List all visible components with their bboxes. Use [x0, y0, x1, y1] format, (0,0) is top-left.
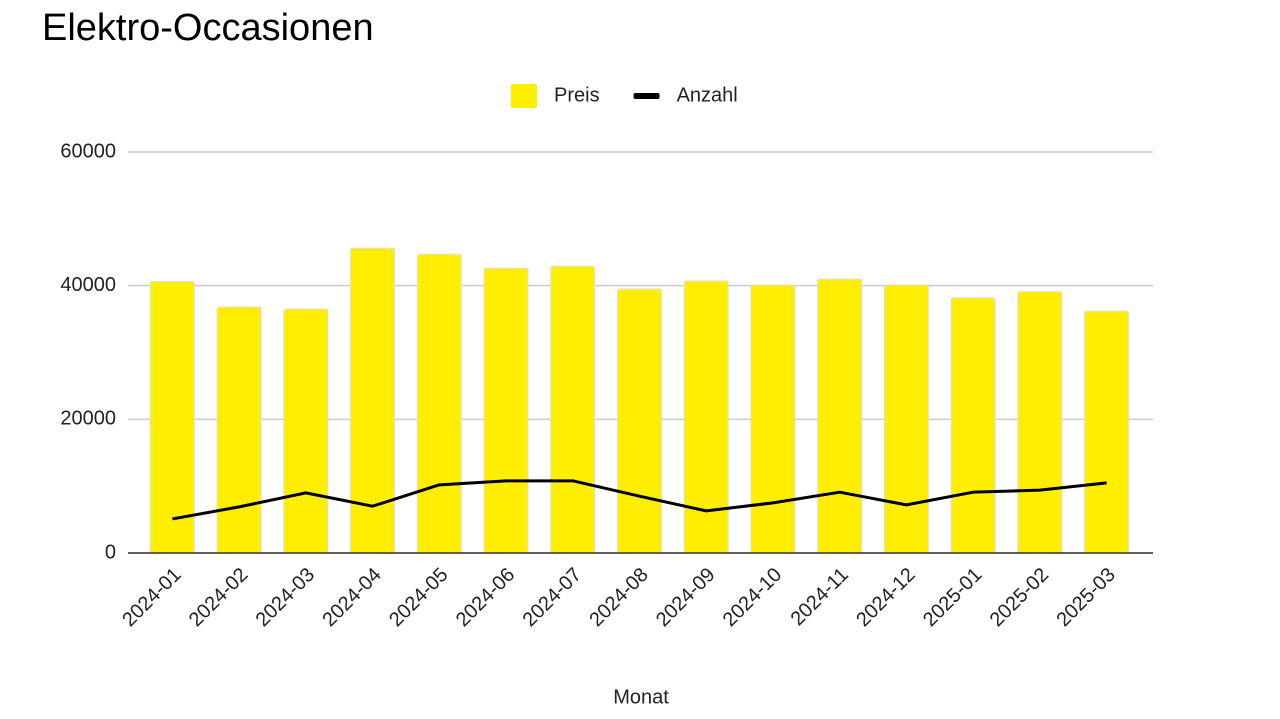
bar — [883, 284, 929, 554]
x-tick-label: 2024-08 — [585, 564, 652, 631]
bar — [550, 265, 596, 554]
x-tick-label: 2024-04 — [318, 564, 385, 631]
y-tick-label: 60000 — [60, 140, 116, 162]
line — [172, 479, 1107, 521]
x-tick-label: 2025-02 — [986, 564, 1053, 631]
legend-label: Preis — [554, 84, 600, 106]
y-tick-label: 40000 — [60, 274, 116, 296]
bar — [416, 253, 462, 554]
chart-title: Elektro-Occasionen — [42, 7, 374, 49]
x-tick-label: 2024-01 — [118, 564, 185, 631]
x-tick-label: 2024-03 — [252, 564, 319, 631]
y-tick-label: 0 — [105, 541, 116, 563]
x-tick-label: 2025-03 — [1052, 564, 1119, 631]
bar — [149, 281, 195, 554]
bar — [950, 297, 996, 554]
legend-label: Anzahl — [677, 84, 738, 106]
x-tick-label: 2024-12 — [852, 564, 919, 631]
x-tick-label: 2024-06 — [452, 564, 519, 631]
x-tick-label: 2024-02 — [185, 564, 252, 631]
legend-swatch — [633, 93, 660, 99]
y-tick-label: 20000 — [60, 408, 116, 430]
bar — [1084, 310, 1130, 554]
x-tick-label: 2024-05 — [385, 564, 452, 631]
bar — [283, 308, 329, 554]
bar — [617, 288, 662, 554]
bar — [483, 267, 529, 554]
bar — [216, 306, 262, 554]
bar — [1017, 291, 1063, 554]
bar — [817, 278, 863, 554]
x-tick-label: 2024-07 — [519, 564, 586, 631]
x-tick-label: 2024-11 — [787, 564, 853, 630]
x-tick-label: 2024-10 — [719, 564, 786, 631]
bar — [750, 284, 796, 554]
x-axis-title: Monat — [613, 686, 669, 708]
x-tick-label: 2025-01 — [919, 564, 986, 631]
legend-swatch — [511, 84, 537, 108]
x-tick-label: 2024-09 — [652, 564, 719, 631]
